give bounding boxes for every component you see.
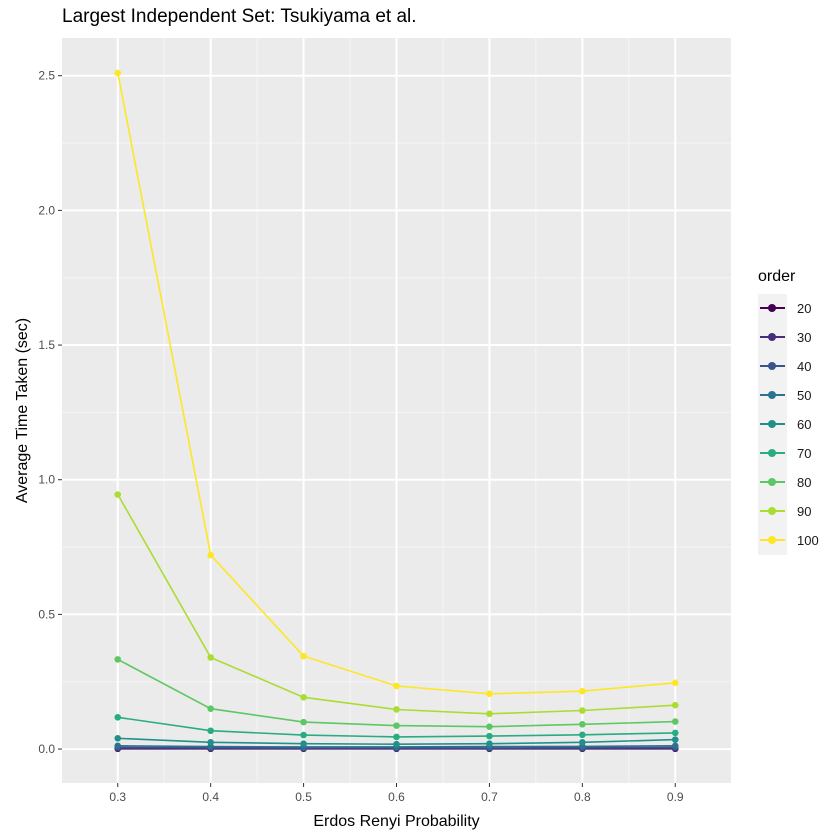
y-tick-label: 2.5 — [38, 69, 55, 83]
legend-item-90: 90 — [758, 497, 819, 526]
data-point-80 — [114, 656, 122, 663]
data-point-80 — [671, 718, 679, 725]
data-point-60 — [300, 740, 307, 747]
data-point-70 — [207, 727, 214, 735]
data-point-70 — [393, 733, 400, 741]
y-tick-label: 2.0 — [38, 203, 55, 217]
data-point-100 — [486, 690, 493, 698]
legend-key — [758, 468, 787, 497]
legend-item-70: 70 — [758, 439, 819, 468]
legend-key-dot — [768, 333, 776, 341]
x-axis-label: Erdos Renyi Probability — [313, 813, 479, 830]
legend-key-dot — [768, 304, 776, 312]
data-point-90 — [579, 707, 586, 714]
data-point-80 — [300, 718, 307, 726]
legend-key — [758, 381, 787, 410]
legend-key-dot — [768, 478, 776, 486]
legend-label: 30 — [797, 330, 812, 345]
x-tick-label: 0.3 — [109, 790, 126, 804]
series-points — [114, 69, 679, 753]
y-tick-label: 1.0 — [38, 473, 55, 487]
data-point-60 — [393, 740, 400, 748]
data-point-90 — [114, 491, 122, 498]
data-point-70 — [300, 731, 307, 739]
legend-label: 40 — [797, 359, 812, 374]
legend-key — [758, 439, 787, 468]
legend-key-dot — [768, 536, 776, 544]
x-axis: 0.3 0.4 0.5 0.6 0.7 0.8 0.9 — [109, 783, 684, 804]
y-axis: 0.0 0.5 1.0 1.5 2.0 2.5 — [38, 69, 62, 756]
y-tick-label: 1.5 — [38, 338, 55, 352]
data-point-90 — [300, 694, 307, 701]
legend-item-60: 60 — [758, 410, 819, 439]
legend-title: order — [758, 268, 796, 285]
legend-item-40: 40 — [758, 352, 819, 381]
data-point-80 — [207, 705, 214, 712]
data-point-80 — [579, 720, 586, 728]
data-point-100 — [579, 687, 586, 695]
data-point-100 — [393, 682, 400, 690]
data-point-60 — [114, 734, 122, 742]
data-point-70 — [486, 732, 493, 740]
legend-item-20: 20 — [758, 294, 819, 323]
data-point-80 — [393, 722, 400, 729]
legend-key-dot — [768, 507, 776, 515]
x-tick-label: 0.6 — [388, 790, 405, 804]
legend-item-100: 100 — [758, 526, 819, 555]
data-point-60 — [486, 740, 493, 747]
legend-key — [758, 410, 787, 439]
data-point-90 — [486, 710, 493, 718]
legend-items: 20 30 40 50 60 70 80 90 100 — [758, 294, 819, 555]
data-point-50 — [114, 742, 122, 750]
legend-key — [758, 526, 787, 555]
chart-title: Largest Independent Set: Tsukiyama et al… — [62, 6, 417, 27]
legend-label: 80 — [797, 475, 812, 490]
x-tick-label: 0.9 — [667, 790, 684, 804]
legend-key-dot — [768, 449, 776, 457]
legend-key-dot — [768, 420, 776, 428]
y-tick-label: 0.5 — [38, 607, 55, 621]
legend-key — [758, 323, 787, 352]
legend-label: 90 — [797, 504, 812, 519]
x-tick-label: 0.8 — [574, 790, 591, 804]
data-point-90 — [671, 701, 679, 709]
data-point-90 — [207, 654, 214, 661]
legend-key-dot — [768, 391, 776, 399]
data-point-50 — [671, 742, 679, 750]
data-point-80 — [486, 723, 493, 731]
legend-label: 70 — [797, 446, 812, 461]
data-point-100 — [207, 551, 214, 559]
x-tick-label: 0.7 — [481, 790, 498, 804]
legend-key — [758, 294, 787, 323]
x-tick-label: 0.4 — [202, 790, 219, 804]
legend-item-30: 30 — [758, 323, 819, 352]
legend-item-50: 50 — [758, 381, 819, 410]
legend-key — [758, 497, 787, 526]
legend-key — [758, 352, 787, 381]
data-point-60 — [579, 739, 586, 746]
legend-label: 100 — [797, 533, 819, 548]
data-point-60 — [207, 739, 214, 746]
legend-label: 20 — [797, 301, 812, 316]
data-point-70 — [579, 731, 586, 739]
data-point-100 — [671, 679, 679, 687]
y-axis-label: Average Time Taken (sec) — [14, 318, 31, 503]
legend-item-80: 80 — [758, 468, 819, 497]
data-point-100 — [300, 652, 307, 660]
y-tick-label: 0.0 — [38, 742, 55, 756]
data-point-100 — [114, 69, 122, 77]
data-point-70 — [114, 713, 122, 721]
data-point-90 — [393, 706, 400, 713]
x-tick-label: 0.5 — [295, 790, 312, 804]
data-point-70 — [671, 729, 679, 737]
legend-label: 50 — [797, 388, 812, 403]
data-point-60 — [671, 736, 679, 743]
legend: order 20 30 40 50 60 70 80 90 100 — [758, 268, 819, 555]
legend-label: 60 — [797, 417, 812, 432]
legend-key-dot — [768, 362, 776, 370]
